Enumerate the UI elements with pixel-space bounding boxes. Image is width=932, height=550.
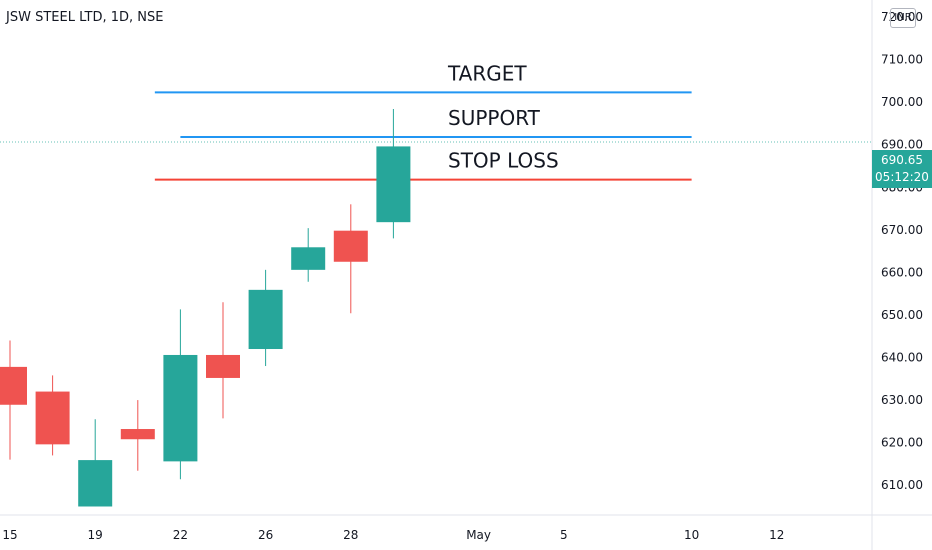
y-tick-label: 620.00 [881,436,923,450]
last-price-badge: 690.65 05:12:20 [872,150,932,188]
currency-button[interactable]: INR [890,8,916,28]
level-label-support: SUPPORT [448,106,541,130]
candle-body [206,354,240,378]
y-tick-label: 700.00 [881,95,923,109]
candle-body [376,146,411,223]
y-tick-label: 670.00 [881,223,923,237]
x-tick-label: 22 [173,528,188,542]
x-tick-label: 15 [2,528,17,542]
x-tick-label: 10 [684,528,699,542]
y-tick-label: 610.00 [881,478,923,492]
x-tick-label: 5 [560,528,568,542]
candle-body [0,366,27,405]
symbol-title: JSW STEEL LTD, 1D, NSE [6,10,164,25]
last-price-value: 690.65 [881,153,923,167]
bar-countdown: 05:12:20 [875,170,929,184]
candle-body [291,247,326,270]
candle-body [163,354,198,462]
x-tick-label: May [466,528,491,542]
candle-body [35,391,70,445]
candle-body [333,230,368,262]
x-tick-label: 28 [343,528,358,542]
y-tick-label: 650.00 [881,308,923,322]
x-tick-label: 12 [769,528,784,542]
y-tick-label: 640.00 [881,351,923,365]
candle-body [248,289,283,350]
x-tick-label: 26 [258,528,273,542]
candle-body [78,460,113,507]
y-tick-label: 660.00 [881,265,923,279]
level-label-stop-loss: STOP LOSS [448,149,559,173]
level-label-target: TARGET [447,61,527,85]
y-tick-label: 720.00 [881,10,923,24]
candle-body [120,429,155,440]
y-tick-label: 630.00 [881,393,923,407]
x-tick-label: 19 [88,528,103,542]
y-tick-label: 690.00 [881,138,923,152]
y-tick-label: 710.00 [881,53,923,67]
